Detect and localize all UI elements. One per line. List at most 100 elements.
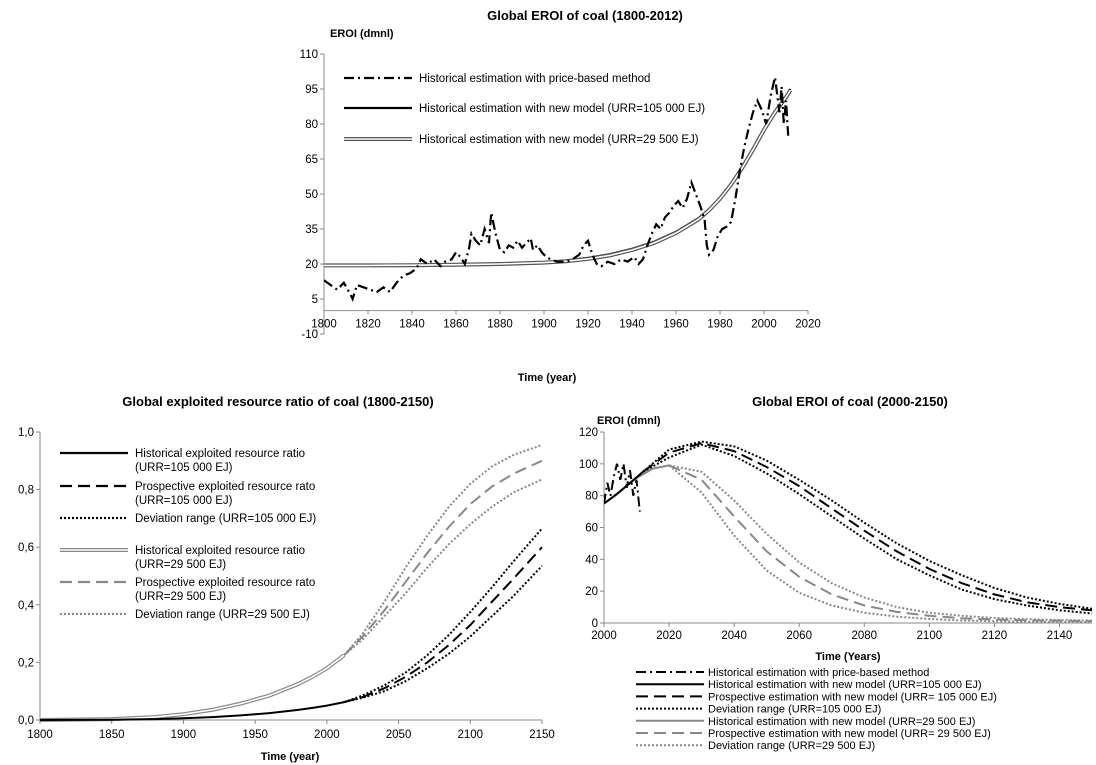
- y-tick-label: 0,0: [18, 715, 34, 727]
- chart-title: Global EROI of coal (1800-2012): [487, 8, 683, 23]
- legend-label: Historical estimation with new model (UR…: [708, 679, 982, 691]
- series-line: [324, 77, 790, 303]
- x-tick-label: 1960: [663, 319, 689, 331]
- x-tick-label: 2140: [1047, 630, 1073, 642]
- legend-label: Historical estimation with new model (UR…: [419, 103, 705, 115]
- series-line: [343, 527, 543, 704]
- series-line: [642, 443, 1093, 615]
- legend-label: (URR=105 000 EJ): [135, 462, 233, 474]
- chart-title: Global EROI of coal (2000-2150): [752, 394, 948, 409]
- series-line: [343, 459, 543, 656]
- chart-exploited-ratio: Global exploited resource ratio of coal …: [18, 394, 555, 763]
- x-tick-label: 2020: [795, 319, 821, 331]
- series-line: [343, 478, 543, 656]
- series-line: [40, 701, 345, 721]
- legend-label: Historical exploited resource ratio: [135, 545, 305, 557]
- x-tick-label: 2000: [751, 319, 777, 331]
- series-line: [642, 442, 1093, 612]
- legend-label: Prospective estimation with new model (U…: [708, 728, 991, 740]
- y-axis-label: EROI (dmnl): [330, 28, 394, 40]
- series-line: [668, 464, 1093, 623]
- y-tick-label: -10: [301, 329, 318, 341]
- legend-label: Deviation range (URR=105 000 EJ): [708, 704, 881, 716]
- x-tick-label: 1840: [399, 319, 425, 331]
- y-tick-label: 40: [585, 554, 598, 566]
- series-line: [604, 463, 641, 512]
- legend-label: Deviation range (URR=105 000 EJ): [135, 513, 316, 525]
- x-tick-label: 2020: [656, 630, 682, 642]
- x-tick-label: 1950: [242, 729, 268, 741]
- x-tick-label: 2060: [786, 630, 812, 642]
- legend-label: Deviation range (URR=29 500 EJ): [135, 609, 310, 621]
- y-tick-label: 0,6: [18, 542, 34, 554]
- x-tick-label: 1850: [99, 729, 125, 741]
- y-tick-label: 35: [305, 224, 318, 236]
- series-line: [668, 464, 1093, 624]
- y-tick-label: 50: [305, 189, 318, 201]
- y-tick-label: 95: [305, 84, 318, 96]
- legend-label: Historical estimation with new model (UR…: [708, 716, 975, 728]
- x-tick-label: 2040: [721, 630, 747, 642]
- x-tick-label: 1940: [619, 319, 645, 331]
- x-tick-label: 2000: [314, 729, 340, 741]
- legend-label: Prospective estimation with new model (U…: [708, 691, 997, 703]
- y-tick-label: 20: [585, 586, 598, 598]
- series-line-outer: [324, 89, 793, 268]
- x-tick-label: 2120: [982, 630, 1008, 642]
- legend-label: Historical estimation with price-based m…: [708, 667, 929, 679]
- x-tick-label: 2150: [529, 729, 555, 741]
- y-tick-label: 120: [579, 427, 598, 439]
- x-axis-label: Time (year): [261, 751, 320, 763]
- chart-eroi-2000-2150: Global EROI of coal (2000-2150) EROI (dm…: [579, 394, 1093, 752]
- y-tick-label: 110: [300, 49, 318, 61]
- x-tick-label: 1980: [707, 319, 733, 331]
- x-tick-label: 1880: [487, 319, 513, 331]
- y-tick-label: 60: [585, 523, 598, 535]
- y-tick-label: 20: [305, 259, 318, 271]
- legend-label: Deviation range (URR=29 500 EJ): [708, 740, 875, 752]
- y-tick-label: 0,2: [18, 657, 34, 669]
- legend-label: (URR=29 500 EJ): [135, 591, 226, 603]
- x-tick-label: 2100: [917, 630, 943, 642]
- series-line: [642, 440, 1093, 610]
- x-tick-label: 2000: [591, 630, 617, 642]
- series-line: [604, 471, 644, 505]
- legend-label: Prospective exploited resource rato: [135, 577, 315, 589]
- x-tick-label: 1900: [171, 729, 197, 741]
- legend-label: Prospective exploited resource rato: [135, 481, 315, 493]
- series-line: [343, 444, 543, 656]
- y-tick-label: 1,0: [18, 427, 34, 439]
- y-tick-label: 0,4: [18, 600, 35, 612]
- x-tick-label: 1920: [575, 319, 601, 331]
- legend-label: (URR=29 500 EJ): [135, 559, 226, 571]
- x-tick-label: 1800: [27, 729, 53, 741]
- y-tick-label: 80: [305, 119, 318, 131]
- y-tick-label: 0: [592, 618, 598, 630]
- x-tick-label: 2100: [457, 729, 483, 741]
- series-line: [324, 88, 792, 267]
- series-line-inner: [324, 89, 792, 267]
- y-tick-label: 5: [312, 294, 318, 306]
- y-tick-label: 100: [579, 459, 598, 471]
- y-tick-label: 0,8: [18, 485, 34, 497]
- y-tick-label: 80: [585, 491, 598, 503]
- series-line-inner: [40, 654, 345, 721]
- x-tick-label: 1800: [311, 319, 337, 331]
- x-tick-label: 1860: [443, 319, 469, 331]
- legend-label: Historical estimation with price-based m…: [419, 73, 650, 85]
- y-tick-label: 65: [305, 154, 318, 166]
- legend-label: Historical exploited resource ratio: [135, 448, 305, 460]
- x-tick-label: 1900: [531, 319, 557, 331]
- x-tick-label: 1820: [355, 319, 381, 331]
- x-axis-label: Time (year): [518, 372, 577, 384]
- chart-title: Global exploited resource ratio of coal …: [122, 394, 433, 409]
- legend-label: Historical estimation with new model (UR…: [419, 134, 699, 146]
- legend-label: (URR=105 000 EJ): [135, 495, 233, 507]
- y-axis-label: EROI (dmnl): [597, 415, 661, 427]
- series-line: [343, 565, 543, 704]
- x-tick-label: 2080: [851, 630, 877, 642]
- x-axis-label: Time (Years): [815, 651, 881, 663]
- chart-eroi-1800-2012: Global EROI of coal (1800-2012) EROI (dm…: [300, 8, 821, 384]
- x-tick-label: 2050: [386, 729, 412, 741]
- series-line: [668, 464, 1093, 622]
